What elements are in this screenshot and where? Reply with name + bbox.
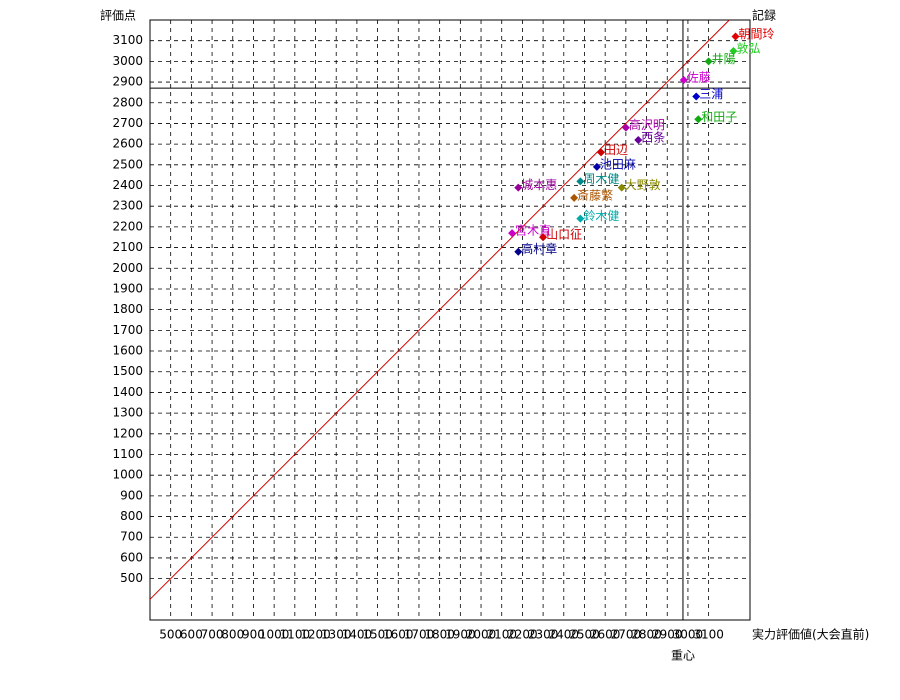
point bbox=[576, 214, 585, 223]
x-tick-label: 2300 bbox=[528, 628, 559, 642]
point-label: 朝間玲 bbox=[739, 27, 775, 41]
y-tick-label: 1300 bbox=[112, 406, 143, 420]
point-label: 鈴木健 bbox=[583, 208, 619, 223]
x-tick-label: 2900 bbox=[652, 628, 683, 642]
x-tick-label: 1900 bbox=[445, 628, 476, 642]
x-tick-label: 3100 bbox=[693, 628, 724, 642]
point-label: 高沢明 bbox=[629, 117, 665, 132]
x-tick-label: 2800 bbox=[631, 628, 662, 642]
y-tick-label: 1200 bbox=[112, 426, 143, 440]
x-tick-label: 1800 bbox=[424, 628, 455, 642]
point-label: 佐藤 bbox=[687, 71, 711, 85]
point-label: 池田麻 bbox=[600, 156, 636, 171]
point-label: 大野敦 bbox=[625, 177, 661, 192]
y-tick-label: 2500 bbox=[112, 157, 143, 171]
y-tick-label: 700 bbox=[120, 530, 143, 544]
point bbox=[621, 123, 630, 132]
x-tick-label: 1100 bbox=[280, 628, 311, 642]
y-tick-label: 1800 bbox=[112, 302, 143, 316]
y-tick-label: 900 bbox=[120, 488, 143, 502]
x-axis-label: 実力評価値(大会直前) bbox=[752, 627, 869, 642]
x-tick-label: 2700 bbox=[611, 628, 642, 642]
point bbox=[570, 193, 579, 202]
y-tick-label: 1700 bbox=[112, 323, 143, 337]
point bbox=[514, 247, 523, 256]
point-label: 敦弘 bbox=[736, 41, 760, 56]
point-label: 山口征 bbox=[546, 228, 582, 242]
y-tick-label: 600 bbox=[120, 550, 143, 564]
point bbox=[539, 233, 548, 242]
point bbox=[731, 32, 740, 41]
y-tick-label: 2300 bbox=[112, 199, 143, 213]
y-tick-label: 500 bbox=[120, 571, 143, 585]
x-tick-label: 1200 bbox=[300, 628, 331, 642]
point-label: 和田子 bbox=[701, 110, 737, 124]
point bbox=[729, 47, 738, 56]
point-label: 西条 bbox=[641, 131, 665, 145]
x-tick-label: 800 bbox=[221, 628, 244, 642]
y-tick-label: 1000 bbox=[112, 468, 143, 482]
plot-frame bbox=[149, 19, 751, 621]
x-tick-label: 3000 bbox=[673, 628, 704, 642]
x-tick-label: 500 bbox=[159, 628, 182, 642]
x-tick-label: 2000 bbox=[466, 628, 497, 642]
x-tick-label: 700 bbox=[201, 628, 224, 642]
point bbox=[576, 177, 585, 186]
y-tick-label: 2100 bbox=[112, 240, 143, 254]
point-label: 三浦 bbox=[699, 87, 723, 101]
point bbox=[508, 229, 517, 238]
point-label: 斎藤繁 bbox=[577, 187, 613, 202]
y-tick-label: 2900 bbox=[112, 75, 143, 89]
x-tick-label: 2400 bbox=[549, 628, 580, 642]
x-tick-label: 2600 bbox=[590, 628, 621, 642]
y-tick-label: 2700 bbox=[112, 116, 143, 130]
x-tick-label: 1700 bbox=[404, 628, 435, 642]
point bbox=[634, 136, 643, 144]
point-label: 周木健 bbox=[583, 172, 619, 186]
y-tick-label: 800 bbox=[120, 509, 143, 523]
point bbox=[704, 57, 713, 66]
y-tick-label: 2000 bbox=[112, 261, 143, 275]
y-tick-label: 1100 bbox=[112, 447, 143, 461]
y-tick-label: 1400 bbox=[112, 385, 143, 399]
point bbox=[592, 162, 601, 171]
y-tick-label: 3100 bbox=[112, 33, 143, 47]
point-label: 宮木直 bbox=[515, 223, 551, 238]
top-right-label: 記録 bbox=[752, 8, 776, 23]
y-axis-label: 評価点 bbox=[100, 8, 136, 23]
diagonal-line bbox=[149, 19, 730, 600]
x-tick-label: 1500 bbox=[362, 628, 393, 642]
point bbox=[514, 183, 523, 192]
point-label: 城本惠 bbox=[521, 178, 557, 192]
point-label: 田辺 bbox=[604, 143, 628, 157]
x-tick-label: 2100 bbox=[486, 628, 517, 642]
point bbox=[679, 76, 688, 84]
y-tick-label: 3000 bbox=[112, 54, 143, 68]
y-tick-label: 2200 bbox=[112, 219, 143, 233]
x-tick-label: 2500 bbox=[569, 628, 600, 642]
y-tick-label: 1600 bbox=[112, 344, 143, 358]
x-tick-label: 2200 bbox=[507, 628, 538, 642]
x-tick-label: 1400 bbox=[342, 628, 373, 642]
y-tick-label: 2600 bbox=[112, 137, 143, 151]
y-tick-label: 2800 bbox=[112, 95, 143, 109]
y-tick-label: 1900 bbox=[112, 281, 143, 295]
y-tick-label: 1500 bbox=[112, 364, 143, 378]
centroid-label: 重心 bbox=[671, 649, 695, 663]
point bbox=[617, 183, 626, 192]
y-tick-label: 2400 bbox=[112, 178, 143, 192]
x-tick-label: 900 bbox=[242, 628, 265, 642]
point bbox=[597, 148, 606, 157]
x-tick-label: 600 bbox=[180, 628, 203, 642]
x-tick-label: 1000 bbox=[259, 628, 290, 642]
x-tick-label: 1600 bbox=[383, 628, 414, 642]
point-label: 井陽 bbox=[712, 52, 736, 66]
x-tick-label: 1300 bbox=[321, 628, 352, 642]
point bbox=[694, 115, 703, 124]
point-label: 高村章 bbox=[521, 241, 557, 256]
point bbox=[692, 92, 701, 101]
